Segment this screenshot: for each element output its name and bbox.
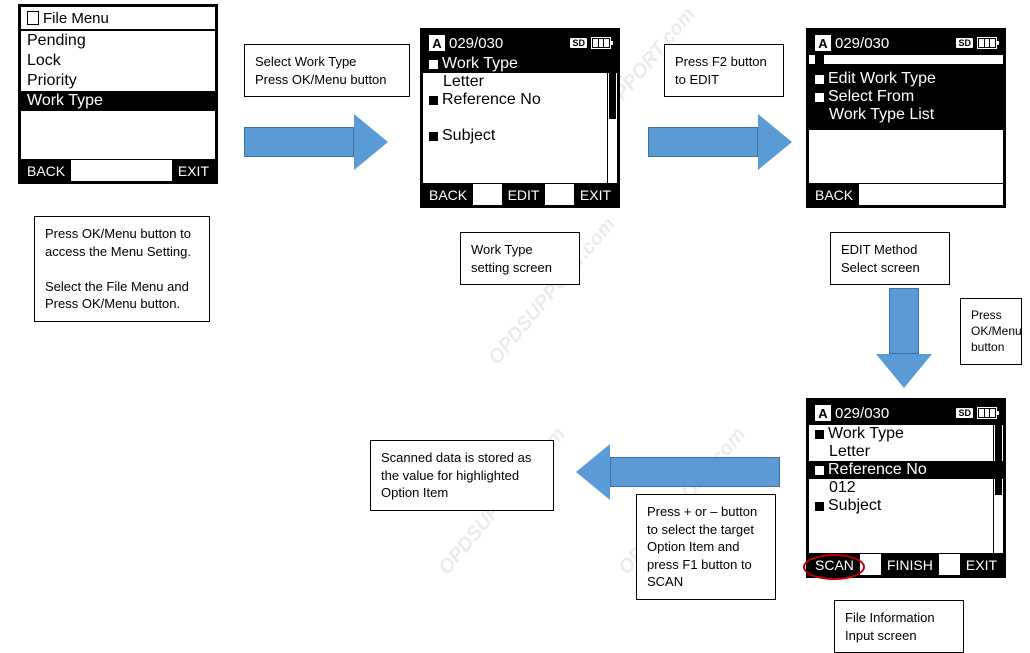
field-label: Work Type <box>828 425 904 443</box>
screen-footer: BACK <box>809 183 1003 205</box>
screen-footer: SCAN FINISH EXIT <box>809 553 1003 575</box>
menu-item-worktype[interactable]: Work Type <box>21 91 215 111</box>
field-worktype-value: Letter <box>809 443 1003 461</box>
sd-icon: SD <box>570 38 587 48</box>
field-label: Reference No <box>442 91 541 109</box>
note-scanned-data: Scanned data is stored as the value for … <box>370 440 554 511</box>
scrollbar[interactable] <box>607 55 617 183</box>
field-label: Work Type <box>442 55 518 73</box>
note-menu-access: Press OK/Menu button to access the Menu … <box>34 216 210 322</box>
menu-body: Pending Lock Priority Work Type <box>21 31 215 159</box>
sd-icon: SD <box>956 38 973 48</box>
screen-footer: BACK EXIT <box>21 159 215 181</box>
option-label-line2: Work Type List <box>815 106 997 124</box>
back-button[interactable]: BACK <box>809 184 859 205</box>
counter: 029/030 <box>449 35 503 52</box>
status-bar: A 029/030 SD <box>423 31 617 55</box>
arrow-3 <box>876 288 932 388</box>
menu-item-pending[interactable]: Pending <box>21 31 215 51</box>
arrow-2 <box>648 114 792 170</box>
note-press-ok: Press OK/Menu button <box>960 298 1022 365</box>
note-press-f2: Press F2 button to EDIT <box>664 44 784 97</box>
exit-button[interactable]: EXIT <box>172 160 215 181</box>
note-worktype-screen: Work Type setting screen <box>460 232 580 285</box>
screen-title-bar: File Menu <box>21 7 215 31</box>
mode-badge: A <box>815 35 831 51</box>
option-label: Select From <box>828 88 914 106</box>
back-button[interactable]: BACK <box>21 160 71 181</box>
option-edit-worktype[interactable]: Edit Work Type <box>815 70 997 88</box>
sd-icon: SD <box>956 408 973 418</box>
screen-footer: BACK EDIT EXIT <box>423 183 617 205</box>
fields-body: Work Type Letter Reference No Subject <box>423 55 617 183</box>
note-select-worktype: Select Work Type Press OK/Menu button <box>244 44 410 97</box>
arrow-1 <box>244 114 388 170</box>
field-label: Reference No <box>828 461 927 479</box>
counter: 029/030 <box>835 35 889 52</box>
field-refno-value <box>423 109 617 127</box>
file-icon <box>27 11 39 25</box>
fields-body: Work Type Letter Reference No 012 Subjec… <box>809 425 1003 553</box>
option-label: Edit Work Type <box>828 70 936 88</box>
screen-file-info-input: A 029/030 SD Work Type Letter Reference … <box>806 398 1006 578</box>
battery-icon <box>977 407 997 419</box>
exit-button[interactable]: EXIT <box>960 554 1003 575</box>
field-refno[interactable]: Reference No <box>423 91 617 109</box>
exit-button[interactable]: EXIT <box>574 184 617 205</box>
field-subject[interactable]: Subject <box>423 127 617 145</box>
status-bar: A 029/030 SD <box>809 401 1003 425</box>
field-label: Subject <box>828 497 881 515</box>
note-edit-method-screen: EDIT Method Select screen <box>830 232 950 285</box>
menu-item-lock[interactable]: Lock <box>21 51 215 71</box>
finish-button[interactable]: FINISH <box>881 554 939 575</box>
scrollbar[interactable] <box>993 425 1003 553</box>
field-label: Subject <box>442 127 495 145</box>
arrow-4 <box>576 444 780 500</box>
mode-badge: A <box>429 35 445 51</box>
mode-badge: A <box>815 405 831 421</box>
scan-button[interactable]: SCAN <box>809 554 860 575</box>
screen-edit-method: A 029/030 SD Edit Work Type Select From … <box>806 28 1006 208</box>
battery-icon <box>977 37 997 49</box>
counter: 029/030 <box>835 405 889 422</box>
field-subject[interactable]: Subject <box>809 497 1003 515</box>
edit-button[interactable]: EDIT <box>502 184 546 205</box>
stub-row <box>815 55 997 64</box>
option-select-from-list[interactable]: Select From <box>815 88 997 106</box>
field-worktype[interactable]: Work Type <box>809 425 1003 443</box>
field-worktype[interactable]: Work Type <box>423 55 617 73</box>
screen-file-menu: File Menu Pending Lock Priority Work Typ… <box>18 4 218 184</box>
options-body: Edit Work Type Select From Work Type Lis… <box>809 55 1003 183</box>
menu-item-priority[interactable]: Priority <box>21 71 215 91</box>
field-refno[interactable]: Reference No <box>809 461 1003 479</box>
screen-worktype-setting: A 029/030 SD Work Type Letter Reference … <box>420 28 620 208</box>
battery-icon <box>591 37 611 49</box>
note-press-plus-minus: Press + or – button to select the target… <box>636 494 776 600</box>
field-refno-value: 012 <box>809 479 1003 497</box>
screen-title: File Menu <box>43 10 109 27</box>
back-button[interactable]: BACK <box>423 184 473 205</box>
status-bar: A 029/030 SD <box>809 31 1003 55</box>
note-file-info-screen: File Information Input screen <box>834 600 964 653</box>
field-worktype-value: Letter <box>423 73 617 91</box>
